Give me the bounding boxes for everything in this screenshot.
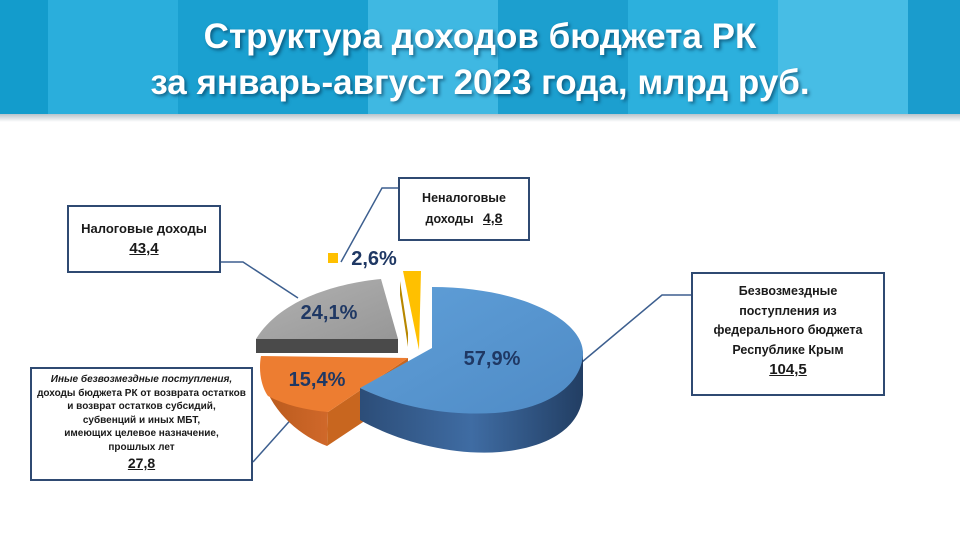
callout-nontax-value: 4,8 — [483, 210, 503, 226]
page-title: Структура доходов бюджета РК за январь-а… — [0, 14, 960, 106]
header-stripe — [48, 0, 178, 114]
header-shadow — [0, 114, 960, 122]
callout-federal: Безвозмездные поступления из федеральног… — [691, 272, 885, 396]
label-other-percent: 15,4% — [289, 369, 346, 391]
header-stripe — [0, 0, 48, 114]
header-banner: Структура доходов бюджета РК за январь-а… — [0, 0, 960, 114]
slice-other-top — [259, 356, 408, 412]
callout-other-line: и возврат остатков субсидий, — [67, 401, 216, 412]
slice-federal-top — [360, 287, 584, 414]
header-stripe — [498, 0, 628, 114]
callout-other-line: прошлых лет — [108, 441, 175, 453]
label-tax-percent: 24,1% — [301, 302, 358, 324]
callout-nontax-label-2: доходы — [425, 212, 474, 226]
callout-tax-label: Налоговые доходы — [81, 221, 207, 236]
callout-other: Иные безвозмездные поступления, доходы б… — [30, 367, 253, 481]
leader-line-federal — [581, 294, 691, 363]
callout-federal-line: Безвозмездные — [738, 284, 838, 298]
callout-nontax: Неналоговые доходы 4,8 — [398, 177, 530, 241]
label-nontax-percent: 2,6% — [351, 248, 397, 270]
title-line-1: Структура доходов бюджета РК — [203, 17, 757, 56]
slice-nontax-side — [400, 281, 408, 347]
callout-nontax-label-1: Неналоговые — [422, 191, 506, 205]
nontax-legend-key — [328, 253, 338, 263]
header-stripe — [178, 0, 368, 114]
header-stripe — [368, 0, 498, 114]
leader-lines — [221, 187, 691, 463]
slice-tax-side — [256, 339, 398, 353]
callout-other-line: доходы бюджета РК от возврата остатков — [37, 387, 246, 399]
leader-line-nontax — [340, 187, 398, 263]
percent-labels: 57,9% 15,4% 24,1% 2,6% — [289, 248, 521, 391]
callout-other-line: имеющих целевое назначение, — [64, 428, 219, 439]
callout-other-value: 27,8 — [127, 455, 156, 471]
label-federal-percent: 57,9% — [464, 348, 521, 370]
leader-line-tax — [221, 261, 299, 299]
callout-tax: Налоговые доходы 43,4 — [67, 205, 221, 273]
callout-other-line: Иные безвозмездные поступления, — [50, 374, 233, 385]
title-line-2: за январь-август 2023 года, млрд руб. — [150, 63, 810, 102]
header-stripe — [778, 0, 908, 114]
callout-federal-line: поступления из — [739, 303, 837, 318]
header-stripe — [908, 0, 960, 114]
slice-federal-side — [360, 350, 583, 453]
callout-federal-line: Республике Крым — [732, 342, 844, 357]
pie-slices — [256, 271, 584, 453]
leader-line-other — [252, 414, 296, 463]
header-stripe — [628, 0, 778, 114]
callout-federal-value: 104,5 — [769, 361, 807, 378]
callout-other-line: субвенций и иных МБТ, — [82, 414, 201, 426]
slice-tax-top — [256, 279, 398, 339]
callout-tax-value: 43,4 — [129, 240, 159, 257]
callout-federal-line: федерального бюджета — [713, 323, 863, 337]
slice-nontax-top — [403, 271, 421, 350]
